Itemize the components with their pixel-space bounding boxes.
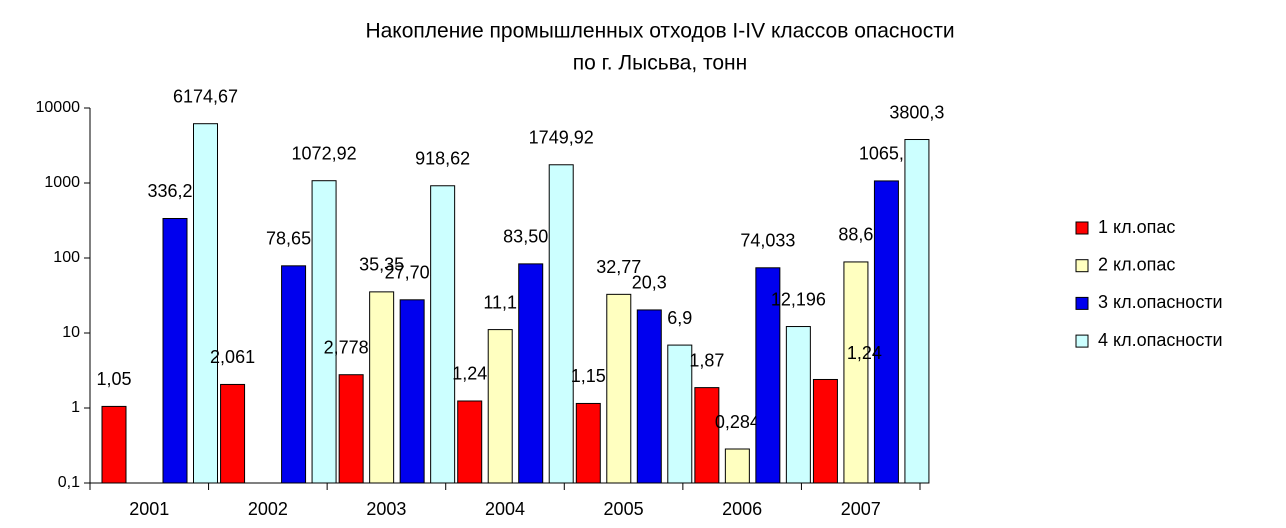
data-label: 32,77 <box>596 257 641 277</box>
data-label: 88,6 <box>838 225 873 245</box>
data-label: 11,1 <box>483 292 517 312</box>
y-tick-label: 1000 <box>44 174 80 191</box>
bar <box>575 402 601 484</box>
bar <box>812 378 838 484</box>
data-label: 336,27 <box>147 181 202 201</box>
bar <box>606 293 632 484</box>
bar <box>667 344 693 484</box>
bar <box>399 299 425 484</box>
bar <box>873 180 899 484</box>
y-tick-label: 10000 <box>36 99 81 116</box>
bar <box>311 180 337 484</box>
y-tick-label: 1 <box>71 399 80 416</box>
chart-title: Накопление промышленных отходов I-IV кла… <box>365 20 954 43</box>
data-label: 27,703 <box>385 263 440 283</box>
bar <box>220 383 246 484</box>
data-label: 1,87 <box>689 350 724 370</box>
bar <box>724 448 750 484</box>
data-label: 1,15 <box>571 366 606 386</box>
x-tick-label: 2006 <box>722 499 762 519</box>
data-label: 83,508 <box>503 227 558 247</box>
bar <box>694 387 720 484</box>
bar <box>457 400 483 484</box>
data-label: 1065,8 <box>859 144 914 164</box>
x-tick-label: 2005 <box>604 499 644 519</box>
data-label: 1749,92 <box>529 128 594 148</box>
y-tick-label: 0,1 <box>58 474 80 491</box>
bar <box>487 329 513 484</box>
x-tick-label: 2003 <box>366 499 406 519</box>
x-tick-label: 2001 <box>129 499 169 519</box>
data-label: 918,62 <box>415 149 470 169</box>
data-label: 6,9 <box>667 308 692 328</box>
data-label: 1,05 <box>96 369 131 389</box>
legend-swatch <box>1075 334 1089 348</box>
bar <box>369 291 395 484</box>
bar <box>338 374 364 484</box>
data-label: 6174,67 <box>173 86 238 106</box>
data-label: 20,3 <box>632 273 667 293</box>
data-label: 35,35 <box>359 255 404 275</box>
bar <box>755 267 781 484</box>
data-label: 0,284 <box>715 412 760 432</box>
legend-swatch <box>1075 296 1089 310</box>
bar <box>785 326 811 484</box>
legend-swatch <box>1075 259 1089 273</box>
x-tick-label: 2007 <box>841 499 881 519</box>
bar <box>518 263 544 484</box>
bar <box>101 405 127 484</box>
bar <box>430 185 456 484</box>
data-label: 1072,92 <box>292 143 357 163</box>
y-tick-label: 10 <box>62 324 80 341</box>
data-label: 2,7789 <box>324 337 379 357</box>
legend-label: 4 кл.опасности <box>1098 330 1223 350</box>
data-label: 3800,3 <box>889 102 944 122</box>
bar <box>636 309 662 484</box>
data-label: 2,061 <box>210 347 255 367</box>
chart-title: по г. Лысьва, тонн <box>573 52 748 75</box>
legend-label: 1 кл.опас <box>1098 217 1175 237</box>
data-label: 12,196 <box>771 289 826 309</box>
legend-label: 2 кл.опас <box>1098 254 1175 274</box>
legend-label: 3 кл.опасности <box>1098 292 1223 312</box>
data-label: 74,033 <box>740 231 795 251</box>
bar <box>193 123 218 484</box>
bar <box>904 139 930 484</box>
data-label: 78,652 <box>266 229 321 249</box>
bar <box>843 261 869 484</box>
data-label: 1,24 <box>452 364 487 384</box>
bar <box>162 217 188 484</box>
x-tick-label: 2004 <box>485 499 525 519</box>
y-tick-label: 100 <box>53 249 80 266</box>
bar <box>548 164 574 484</box>
annotation: 1,24 <box>847 343 882 363</box>
bar <box>281 265 307 484</box>
x-tick-label: 2002 <box>248 499 288 519</box>
legend-swatch <box>1075 221 1089 235</box>
